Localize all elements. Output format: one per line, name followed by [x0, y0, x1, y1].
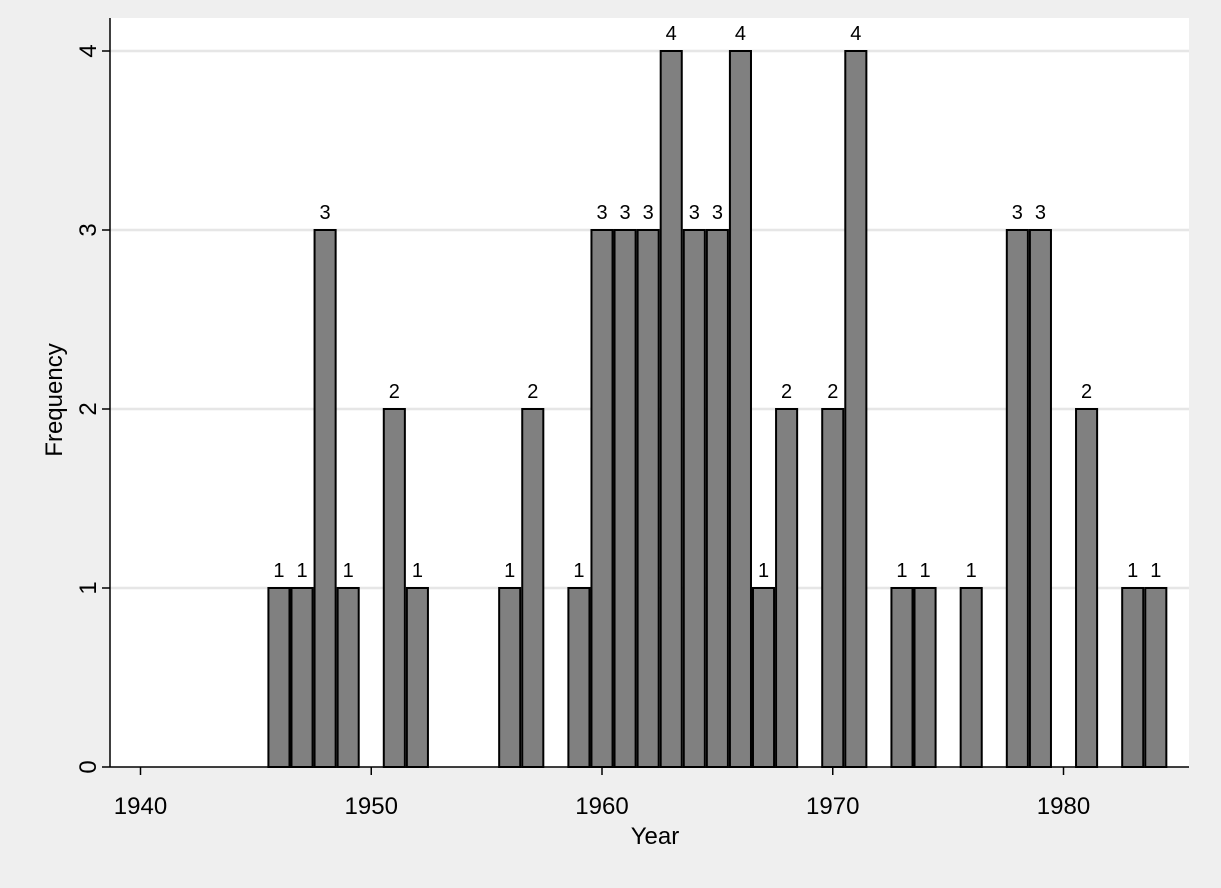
x-axis-title: Year	[631, 823, 680, 850]
x-tick-label-1970: 1970	[806, 793, 859, 820]
bar-label-1951: 2	[389, 381, 400, 403]
x-tick-label-1950: 1950	[345, 793, 398, 820]
bar-1965	[705, 229, 729, 768]
bar-label-1968: 2	[781, 381, 792, 403]
bar-1959	[567, 587, 591, 768]
bar-1971	[844, 50, 868, 768]
axes	[109, 18, 1189, 768]
bar-label-1962: 3	[643, 202, 654, 224]
bars	[267, 50, 1168, 768]
bar-1973	[890, 587, 914, 768]
bar-label-1956: 1	[504, 560, 515, 582]
bar-1947	[290, 587, 314, 768]
bar-label-1957: 2	[527, 381, 538, 403]
bar-1951	[382, 408, 406, 768]
bar-label-1981: 2	[1081, 381, 1092, 403]
bar-1974	[913, 587, 937, 768]
bar-1964	[682, 229, 706, 768]
y-tick-label-3: 3	[75, 223, 102, 236]
bar-label-1965: 3	[712, 202, 723, 224]
bar-label-1983: 1	[1127, 560, 1138, 582]
bar-1956	[498, 587, 522, 768]
bar-label-1973: 1	[896, 560, 907, 582]
bar-1976	[959, 587, 983, 768]
bar-1960	[590, 229, 614, 768]
bar-1961	[613, 229, 637, 768]
bar-label-1947: 1	[296, 560, 307, 582]
bar-label-1984: 1	[1150, 560, 1161, 582]
bar-label-1967: 1	[758, 560, 769, 582]
bar-1983	[1121, 587, 1145, 768]
bar-1979	[1028, 229, 1052, 768]
y-tick-label-1: 1	[75, 581, 102, 594]
bar-label-1964: 3	[689, 202, 700, 224]
y-tick-label-0: 0	[75, 760, 102, 773]
bar-label-1963: 4	[666, 23, 677, 45]
bar-label-1974: 1	[919, 560, 930, 582]
bar-label-1976: 1	[966, 560, 977, 582]
bar-1967	[751, 587, 776, 768]
bar-label-1949: 1	[343, 560, 354, 582]
bar-label-1961: 3	[620, 202, 631, 224]
bar-1981	[1075, 408, 1099, 768]
bar-1984	[1144, 587, 1168, 768]
bar-label-1960: 3	[596, 202, 607, 224]
y-tick-label-4: 4	[75, 44, 102, 57]
bar-label-1971: 4	[850, 23, 861, 45]
bar-1949	[336, 587, 360, 768]
bar-label-1946: 1	[273, 560, 284, 582]
bar-label-1959: 1	[573, 560, 584, 582]
y-axis-ticks: 0 1 2 3 4	[75, 44, 110, 774]
y-tick-label-2: 2	[75, 402, 102, 415]
bar-1968	[775, 408, 799, 768]
bar-1952	[405, 587, 429, 768]
bar-1966	[728, 50, 752, 768]
bar-1957	[521, 408, 545, 768]
bar-1963	[659, 50, 683, 768]
bar-label-1979: 3	[1035, 202, 1046, 224]
x-tick-label-1980: 1980	[1037, 793, 1090, 820]
x-tick-label-1960: 1960	[575, 793, 628, 820]
bar-1962	[636, 229, 660, 768]
bar-1970	[821, 408, 845, 768]
bar-label-1966: 4	[735, 23, 746, 45]
bar-label-1970: 2	[827, 381, 838, 403]
y-axis-title: Frequency	[41, 343, 68, 456]
bar-1946	[267, 587, 291, 768]
bar-label-1948: 3	[320, 202, 331, 224]
bar-label-1952: 1	[412, 560, 423, 582]
x-axis-ticks: 1940 1950 1960 1970 1980	[114, 767, 1090, 820]
bar-label-1978: 3	[1012, 202, 1023, 224]
x-tick-label-1940: 1940	[114, 793, 167, 820]
bar-1978	[1005, 229, 1029, 768]
bar-1948	[313, 229, 337, 768]
